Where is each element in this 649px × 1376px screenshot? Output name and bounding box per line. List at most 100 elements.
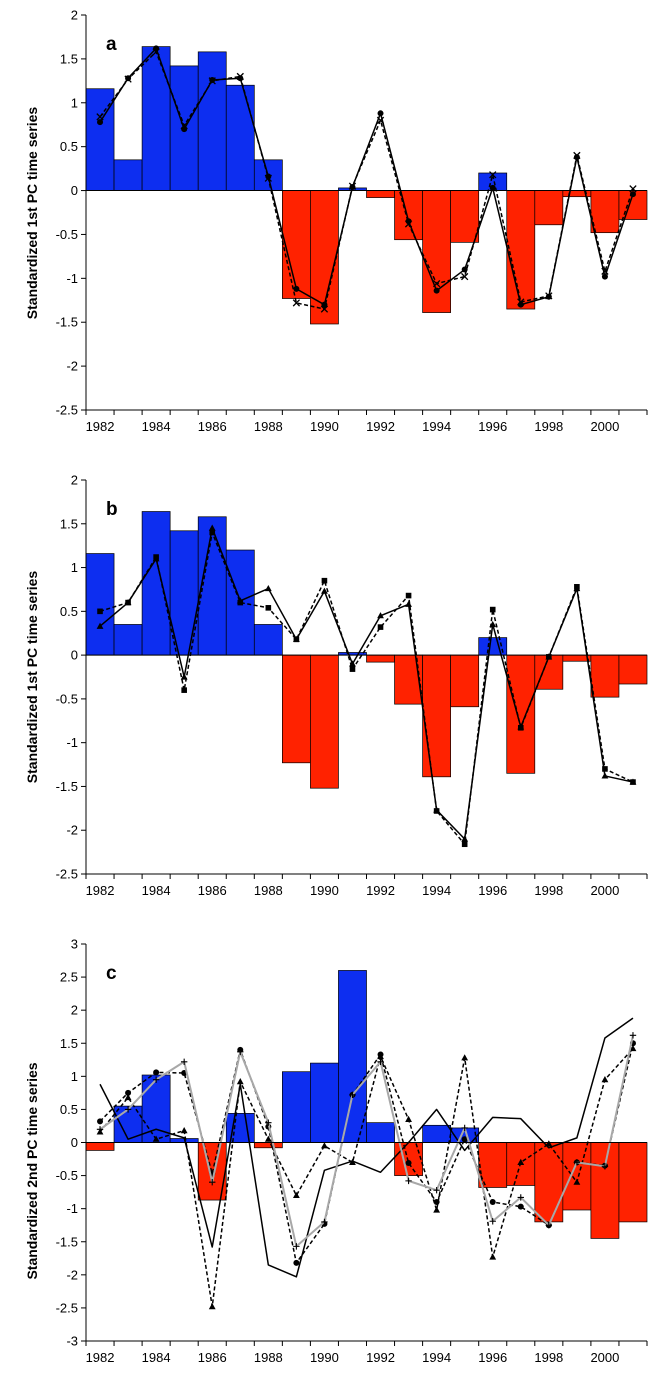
bar-1998 [534, 1142, 564, 1223]
series-line-4 [99, 1035, 634, 1248]
x-tick-label: 1988 [254, 883, 283, 898]
bar-1992 [366, 654, 395, 663]
series-3-point [152, 1135, 160, 1142]
series-1-point [601, 772, 609, 779]
series-3-point [433, 1206, 441, 1213]
bar-1990 [310, 1062, 339, 1143]
bar-1995 [450, 190, 480, 243]
series-4-point [461, 1124, 468, 1132]
series-4-point [629, 1032, 637, 1039]
series-4-point [545, 1222, 553, 1229]
x-tick-label: 1986 [198, 1350, 227, 1365]
bar-1984 [141, 46, 171, 191]
bar-1991 [338, 970, 367, 1143]
x-tick-label: 1998 [534, 419, 563, 434]
y-tick-label: 0 [71, 1135, 78, 1150]
series-3-point [292, 1191, 300, 1199]
series-2-point [125, 599, 131, 606]
y-tick-label: 0 [71, 648, 78, 663]
y-tick-label: -0.5 [56, 1168, 78, 1183]
x-tick-label: 1982 [86, 883, 115, 898]
series-3-point [124, 1093, 132, 1101]
y-tick-label: 1 [71, 560, 78, 575]
x-tick-label: 1982 [86, 1350, 115, 1365]
series-2-point [630, 779, 636, 785]
y-tick-label: 0.5 [60, 139, 78, 154]
series-3-point [349, 1158, 356, 1165]
x-tick-label: 1988 [254, 419, 283, 434]
y-tick-label: 2 [71, 473, 78, 488]
series-2-point [236, 72, 244, 81]
bar-1988 [253, 624, 283, 656]
series-1-point [264, 584, 272, 592]
series-4-point [349, 1091, 356, 1099]
series-2-point [348, 182, 357, 190]
series-line-2 [99, 51, 634, 310]
series-3-point [545, 1140, 553, 1147]
series-2-point [461, 1136, 468, 1143]
series-2-point [602, 766, 608, 772]
bar-1989 [282, 654, 311, 764]
bar-1982 [85, 1142, 115, 1151]
bar-1984 [141, 1074, 171, 1143]
panel-c-axes: -3 -2.5 -2 -1.5 -1 -0.5 0 0.5 1 1.5 2 2.5 3 1982 1984 1… [56, 937, 648, 1365]
y-tick-label: 1 [71, 95, 78, 110]
y-tick-label: 1 [71, 1069, 78, 1084]
bar-1994 [422, 1124, 452, 1143]
series-4-point [124, 1106, 132, 1113]
panel-c-series [96, 1017, 637, 1310]
series-1-point [405, 600, 412, 607]
series-4-point [152, 1076, 160, 1083]
panel-c-bars [85, 970, 648, 1239]
x-tick-label: 1986 [198, 883, 227, 898]
x-tick-label: 1996 [478, 883, 507, 898]
series-1-point [293, 285, 300, 292]
bar-1996 [478, 1142, 508, 1188]
series-2-point [292, 299, 301, 307]
panel-a-axes: -2.5 -2 -1.5 -1 -0.5 0 0.5 1 1.5 2 1982 1984 1986 198… [56, 8, 648, 434]
series-3-point [264, 1135, 272, 1142]
bar-1986 [197, 51, 227, 191]
series-1-point [321, 587, 328, 594]
series-2-point [293, 1259, 300, 1266]
series-4-point [489, 1218, 496, 1225]
bar-1999 [562, 1142, 592, 1211]
panel-c-letter: c [106, 963, 117, 984]
y-tick-label: 0.5 [60, 604, 78, 619]
y-tick-label: -1.5 [56, 315, 78, 330]
x-tick-label: 1992 [366, 1350, 395, 1365]
y-tick-label: -2 [66, 1267, 78, 1282]
bar-1984 [141, 511, 171, 656]
bar-2000 [590, 654, 620, 698]
series-4-point [377, 1058, 384, 1065]
series-2-point [152, 48, 160, 56]
series-2-point [96, 113, 104, 121]
x-tick-label: 1984 [142, 419, 171, 434]
panel-b-letter: b [106, 499, 118, 520]
y-tick-label: 2.5 [60, 970, 78, 985]
x-tick-label: 1990 [310, 419, 339, 434]
bar-1992 [366, 1122, 395, 1143]
series-2-point [97, 608, 103, 615]
series-2-point [181, 687, 187, 693]
series-1-point [96, 622, 104, 629]
panel-a-letter: a [106, 34, 117, 55]
series-4-point [433, 1186, 440, 1194]
x-tick-label: 1996 [478, 419, 507, 434]
x-tick-label: 1984 [142, 1350, 171, 1365]
x-tick-label: 1996 [478, 1350, 507, 1365]
y-tick-label: -2.5 [56, 403, 78, 418]
series-4-point [517, 1194, 524, 1201]
series-3-point [405, 1115, 412, 1122]
bar-1986 [197, 516, 227, 656]
y-tick-label: 0.5 [60, 1102, 78, 1117]
series-4-point [96, 1126, 104, 1133]
panel-b-axes: -2.5 -2 -1.5 -1 -0.5 0 0.5 1 1.5 2 1982 1984 1986 198… [56, 473, 648, 898]
series-4-point [573, 1159, 581, 1166]
series-line-1 [99, 47, 634, 306]
bar-1997 [506, 190, 536, 310]
series-1-point [433, 287, 440, 294]
series-2-point [405, 592, 412, 599]
bar-1995 [450, 654, 480, 708]
